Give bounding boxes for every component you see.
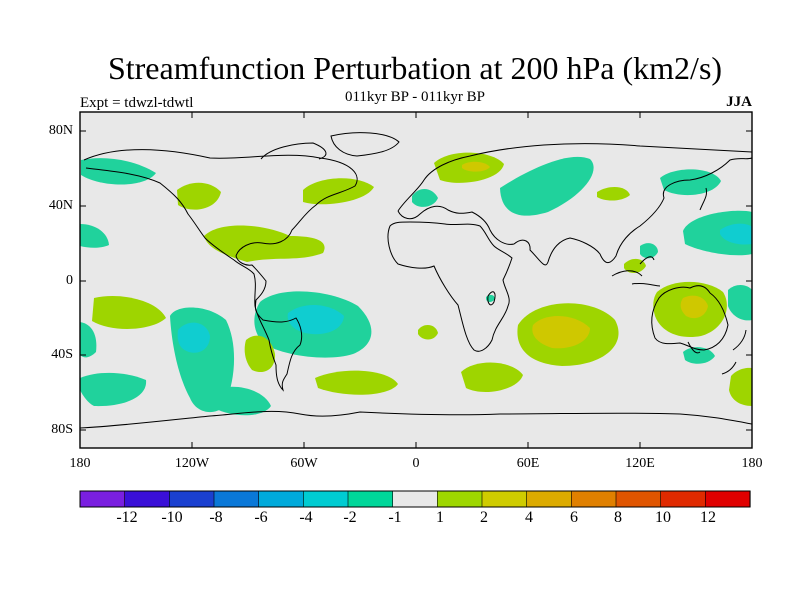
lon-label-180e: 180 [741,456,763,471]
season-label: JJA [726,94,752,110]
negative-anomaly [412,189,438,207]
anomaly-fields [80,152,752,416]
colorbar-label: 2 [480,509,488,526]
negative-anomaly [500,156,594,216]
coastlines [79,132,753,429]
lat-label-40n: 40N [48,198,73,213]
lon-label-0: 0 [412,456,420,471]
negative-anomaly [683,347,715,364]
positive-anomaly [92,296,166,329]
lon-label-180w: 180 [69,456,91,471]
experiment-label: Expt = tdwzl-tdwtl [80,95,194,111]
colorbar-label: -12 [116,509,138,526]
colorbar-cell [169,490,215,508]
colorbar-label: -1 [388,509,402,526]
colorbar-cell [615,490,662,508]
colorbar-cell [258,490,304,508]
colorbar-cell [392,490,438,508]
lon-label-120w: 120W [174,456,210,471]
negative-anomaly [728,285,752,321]
lon-label-60e: 60E [516,456,540,471]
negative-anomaly [81,158,156,185]
colorbar-label: -10 [161,509,183,526]
colorbar-cell [571,490,617,508]
strong-negative-anomaly [720,223,752,245]
strong-positive-anomaly [462,161,490,172]
lat-label-80s: 80S [51,422,73,437]
colorbar-cell [347,490,394,508]
positive-anomaly [315,370,398,395]
colorbar-cell [303,490,349,508]
lon-label-120e: 120E [625,456,655,471]
positive-anomaly [597,186,630,201]
colorbar-label: 8 [614,509,622,526]
positive-anomaly [177,182,221,210]
negative-anomaly [210,386,271,416]
colorbar-cell [437,490,483,508]
lon-label-60w: 60W [290,456,318,471]
plot-subtitle: 011kyr BP - 011kyr BP [344,89,485,105]
positive-anomaly [244,335,276,373]
strong-negative-anomaly [287,304,344,335]
colorbar-label: 12 [700,509,716,526]
colorbar-label: -8 [209,509,223,526]
colorbar-cell [124,490,170,508]
colorbar-cell [705,490,751,508]
lat-label-eq: 0 [66,273,73,288]
colorbar [79,490,751,508]
colorbar-cell [481,490,528,508]
negative-anomaly [80,372,147,407]
colorbar-label: 4 [525,509,533,526]
positive-anomaly [418,324,438,340]
colorbar-cell [660,490,706,508]
positive-anomaly [461,362,523,392]
negative-anomaly [80,322,97,358]
map-background [80,112,752,448]
positive-anomaly [624,258,646,273]
colorbar-label: -4 [299,509,313,526]
strong-positive-anomaly [532,315,590,349]
colorbar-cell [526,490,572,508]
lat-label-80n: 80N [48,123,73,138]
longitude-ticks [79,112,753,448]
colorbar-frame [79,490,751,508]
colorbar-label: -6 [254,509,268,526]
colorbar-label: -2 [343,509,357,526]
colorbar-label: 1 [436,509,444,526]
latitude-ticks [80,130,752,431]
strong-positive-anomaly [680,295,708,319]
colorbar-cell [79,490,126,508]
positive-anomaly [729,367,752,406]
plot-title: Streamfunction Perturbation at 200 hPa (… [107,50,723,86]
negative-anomaly [80,224,109,248]
colorbar-label: 10 [655,509,671,526]
negative-anomaly [640,243,658,259]
negative-anomaly [683,210,752,256]
colorbar-cell [213,490,260,508]
lat-label-40s: 40S [51,347,73,362]
colorbar-label: 6 [570,509,578,526]
strong-negative-anomaly [177,322,210,353]
